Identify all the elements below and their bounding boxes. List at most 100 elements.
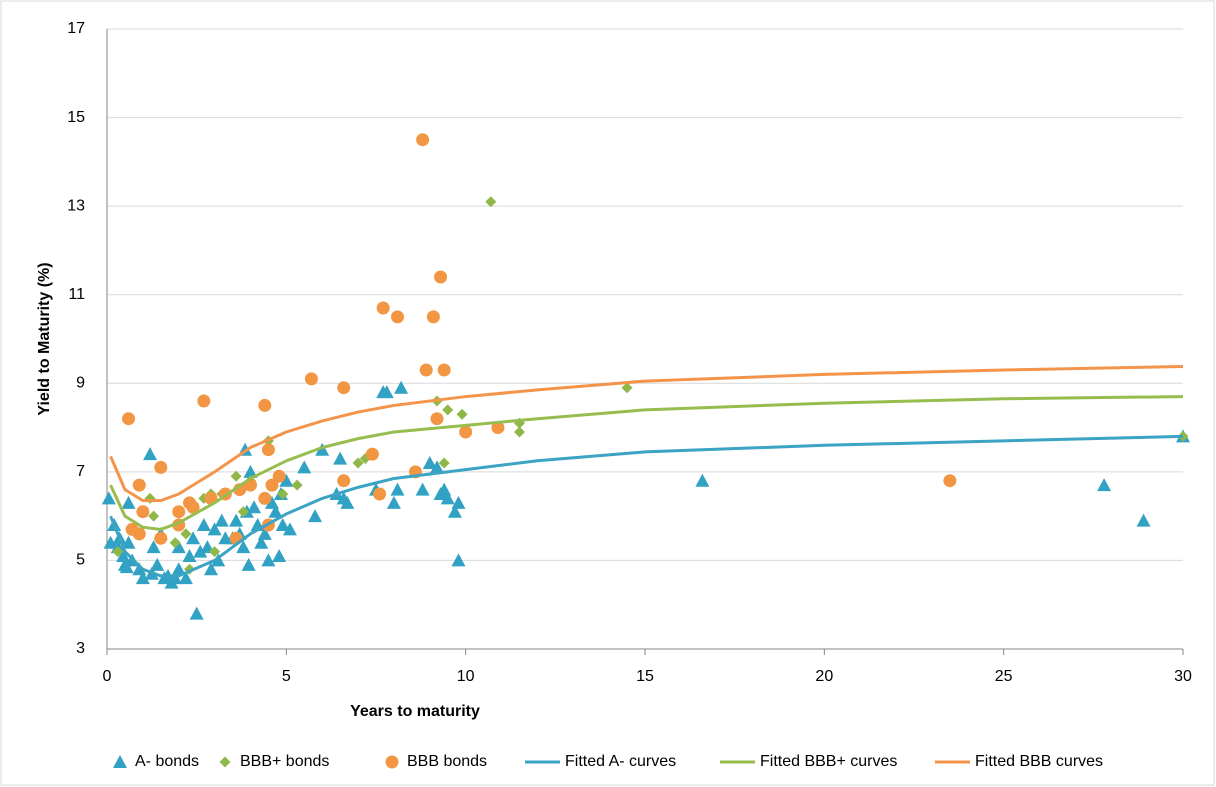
point — [243, 464, 258, 478]
point — [337, 474, 351, 488]
point — [437, 363, 451, 377]
point — [236, 540, 251, 554]
point — [186, 531, 201, 545]
point — [186, 500, 200, 514]
point — [308, 509, 323, 523]
point — [101, 491, 116, 505]
y-tick-label: 5 — [76, 552, 85, 569]
point — [261, 553, 276, 567]
point — [390, 482, 405, 496]
point — [275, 518, 290, 531]
point — [258, 398, 272, 412]
point — [136, 505, 150, 519]
point — [391, 310, 405, 324]
point — [257, 526, 272, 540]
point — [132, 527, 146, 541]
point — [189, 606, 204, 620]
point — [442, 404, 454, 416]
point — [172, 505, 186, 519]
point — [422, 456, 437, 469]
legend-swatch — [219, 756, 231, 768]
point — [291, 479, 303, 491]
point — [207, 522, 222, 536]
point — [434, 270, 448, 284]
point — [261, 443, 275, 457]
point — [146, 540, 161, 554]
point — [352, 457, 364, 469]
point — [178, 571, 193, 585]
point — [277, 488, 289, 500]
y-tick-label: 11 — [68, 286, 85, 303]
point — [333, 451, 348, 465]
legend-label: BBB bonds — [407, 753, 487, 770]
point — [132, 478, 146, 492]
point — [451, 495, 466, 509]
point — [168, 571, 183, 585]
y-tick-label: 17 — [67, 20, 85, 37]
point — [394, 380, 409, 394]
point — [416, 133, 430, 147]
point — [119, 560, 134, 574]
point — [135, 571, 150, 585]
legend-label: A- bonds — [135, 753, 199, 770]
point — [268, 504, 283, 518]
point — [121, 495, 136, 509]
point — [154, 531, 168, 545]
legend-label: Fitted BBB curves — [975, 753, 1103, 770]
point — [247, 500, 262, 514]
y-tick-label: 7 — [76, 463, 85, 480]
point — [154, 460, 168, 474]
point — [440, 491, 455, 505]
point — [169, 537, 181, 549]
point — [209, 546, 221, 558]
point — [379, 385, 394, 399]
point — [265, 478, 279, 492]
point — [241, 557, 256, 571]
point — [447, 504, 462, 518]
x-tick-label: 30 — [1174, 668, 1192, 685]
point — [1136, 513, 1151, 527]
fitted-curve — [109, 434, 1184, 578]
point — [485, 196, 497, 208]
y-tick-label: 13 — [67, 197, 85, 214]
x-tick-label: 25 — [995, 668, 1013, 685]
point — [237, 506, 249, 518]
point — [196, 518, 211, 531]
point — [429, 460, 444, 474]
point — [340, 495, 355, 509]
point — [415, 482, 430, 496]
point — [376, 301, 390, 315]
point — [180, 528, 192, 540]
fitted-curve — [109, 364, 1184, 503]
point — [279, 473, 294, 487]
y-tick-label: 15 — [67, 109, 85, 126]
point — [122, 412, 136, 426]
point — [438, 457, 450, 469]
y-tick-label: 3 — [76, 640, 85, 657]
point — [430, 412, 444, 426]
point — [272, 549, 287, 562]
legend-label: Fitted A- curves — [565, 753, 676, 770]
point — [171, 562, 186, 576]
point — [419, 363, 433, 377]
x-axis-title: Years to maturity — [350, 703, 480, 720]
point — [337, 381, 351, 395]
point — [193, 544, 208, 558]
point — [304, 372, 318, 386]
point — [103, 535, 118, 549]
point — [121, 535, 136, 549]
point — [150, 557, 165, 571]
point — [491, 421, 505, 435]
x-tick-label: 10 — [457, 668, 475, 685]
point — [386, 495, 401, 509]
point — [211, 553, 226, 567]
point — [258, 491, 272, 505]
legend-label: Fitted BBB+ curves — [760, 753, 897, 770]
fitted-curve — [109, 395, 1184, 531]
point — [297, 460, 312, 474]
point — [112, 546, 124, 558]
point — [230, 470, 242, 482]
